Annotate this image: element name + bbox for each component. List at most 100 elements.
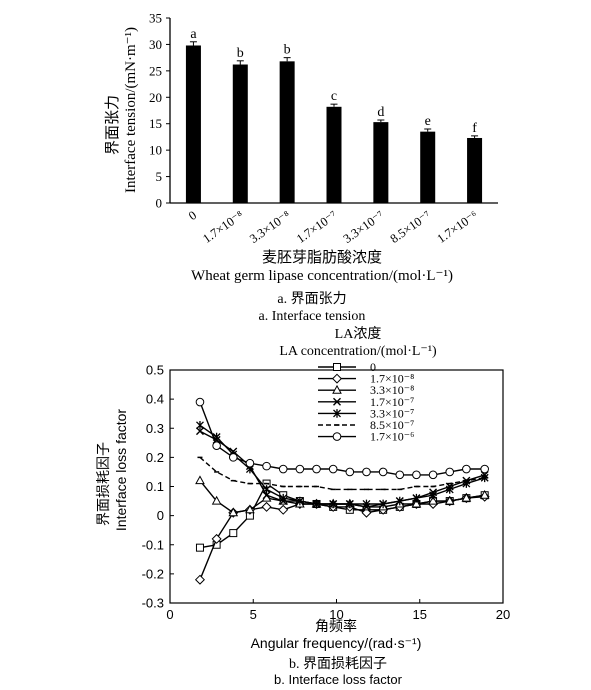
data-point [480, 464, 489, 474]
bar [467, 137, 483, 203]
line-chart-y-label-cn: 界面损耗因子 [96, 442, 112, 526]
data-point [332, 432, 342, 441]
data-point [378, 467, 388, 477]
data-point [312, 499, 321, 509]
y-tick-label: 0.1 [146, 479, 164, 494]
legend-title-cn: LA浓度 [335, 326, 382, 342]
data-point [428, 470, 438, 480]
data-point [361, 507, 372, 518]
legend-label: 3.3×10⁻⁷ [370, 406, 414, 420]
x-tick-label: 3.3×10⁻⁷ [341, 208, 387, 246]
line-chart-series [194, 397, 490, 585]
data-point [278, 504, 289, 515]
data-point [333, 363, 341, 371]
data-point [479, 489, 490, 499]
panel-a-caption-en: a. Interface tension [259, 309, 366, 324]
panel-a-caption-cn: a. 界面张力 [277, 291, 346, 307]
significance-label: f [472, 121, 477, 136]
y-tick-label: -0.3 [142, 596, 164, 611]
data-point [445, 467, 455, 477]
data-point [278, 464, 288, 474]
data-point [333, 409, 341, 418]
series-line [199, 430, 485, 508]
x-tick-label: 10 [329, 607, 343, 622]
y-tick-label: 35 [149, 11, 162, 26]
x-tick-label: 0 [166, 607, 173, 622]
y-tick-label: 0.5 [146, 363, 164, 378]
legend-label: 0 [370, 360, 376, 374]
data-point [245, 504, 255, 514]
significance-label: d [377, 105, 384, 120]
series-star [196, 421, 489, 509]
significance-label: e [425, 114, 431, 129]
data-point [262, 485, 271, 494]
data-point [332, 384, 342, 394]
line-chart-y-label-en: Interface loss factor [113, 409, 129, 532]
data-point [195, 475, 205, 485]
x-tick-label: 1.7×10⁻⁶ [434, 208, 480, 246]
y-tick-label: 15 [149, 116, 162, 131]
data-point [262, 461, 271, 471]
data-point [429, 490, 438, 500]
legend-label: 3.3×10⁻⁸ [370, 383, 414, 397]
y-tick-label: 25 [149, 63, 162, 78]
x-tick-label: 3.3×10⁻⁸ [247, 208, 293, 246]
y-tick-label: -0.2 [142, 566, 164, 581]
data-point [194, 574, 205, 585]
data-point [445, 485, 454, 494]
data-point [328, 464, 338, 474]
bar [232, 64, 248, 203]
x-tick-label: 5 [250, 607, 257, 622]
bar-chart-bars: a b b c d e f [185, 27, 483, 203]
series-diamond [194, 491, 490, 585]
data-point [228, 453, 238, 462]
x-tick-label: 1.7×10⁻⁷ [294, 208, 340, 246]
line-chart-ticks: -0.3 -0.2 -0.1 0 0.1 0.2 0.3 0.4 0.5 0 5 10 15 20 [142, 363, 511, 623]
data-point [461, 492, 472, 502]
data-point [345, 499, 354, 509]
bar-chart-x-label-en: Wheat germ lipase concentration/(mol·L⁻¹… [191, 268, 453, 284]
data-point [379, 499, 388, 509]
data-point [295, 496, 304, 506]
data-point [362, 499, 371, 509]
legend-label: 1.7×10⁻⁸ [370, 372, 414, 386]
significance-label: c [331, 89, 337, 104]
x-tick-label: 15 [413, 607, 427, 622]
series-line [199, 482, 485, 549]
bar-chart-y-ticks: 0 5 10 15 20 25 30 35 [149, 11, 170, 211]
data-point [245, 458, 255, 468]
data-point [412, 470, 421, 480]
data-point [329, 499, 338, 509]
bar-chart-y-label-en: Interface tension/(mN·m⁻¹) [123, 27, 139, 193]
x-tick-label: 8.5×10⁻⁷ [388, 208, 434, 246]
legend-label: 1.7×10⁻⁷ [370, 395, 414, 409]
line-chart-x-label-en: Angular frequency/(rad·s⁻¹) [251, 635, 422, 651]
y-tick-label: 0 [157, 508, 164, 523]
data-point [345, 467, 355, 477]
series-triangle [195, 475, 490, 517]
bar [373, 122, 389, 203]
y-tick-label: 10 [149, 143, 162, 158]
bar [185, 45, 201, 203]
data-point [444, 495, 455, 505]
data-point [212, 441, 221, 451]
y-tick-label: 5 [156, 169, 163, 184]
data-point [195, 427, 204, 436]
y-tick-label: 0.4 [146, 392, 164, 407]
significance-label: a [190, 27, 197, 42]
bar-chart-y-label-cn: 界面张力 [104, 95, 121, 155]
significance-label: b [237, 46, 244, 61]
data-point [211, 533, 222, 544]
bar [326, 106, 342, 203]
y-tick-label: -0.1 [142, 537, 164, 552]
legend-label: 1.7×10⁻⁶ [370, 430, 414, 444]
legend-title-en: LA concentration/(mol·L⁻¹) [279, 344, 437, 359]
bar [279, 61, 295, 203]
y-tick-label: 0.3 [146, 421, 164, 436]
data-point [333, 397, 341, 406]
data-point [195, 397, 205, 407]
x-tick-label: 1.7×10⁻⁸ [200, 208, 246, 246]
y-tick-label: 0 [156, 196, 163, 211]
data-point [462, 464, 471, 474]
